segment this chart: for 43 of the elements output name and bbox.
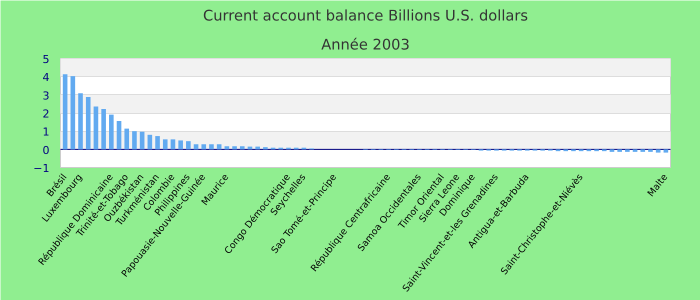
bar	[194, 144, 198, 150]
bar	[648, 149, 653, 152]
bar	[216, 144, 222, 150]
bar	[224, 146, 230, 150]
bar	[148, 134, 152, 150]
bar	[610, 149, 614, 152]
bar	[640, 149, 646, 152]
chart-title: Current account balance Billions U.S. dollars	[202, 8, 528, 24]
y-tick-label: 1	[42, 126, 50, 139]
bar	[70, 76, 76, 150]
bar	[664, 149, 668, 153]
bar	[162, 139, 168, 150]
bar	[248, 146, 252, 150]
y-tick-label: 4	[42, 71, 50, 84]
y-tick-label: 3	[42, 89, 50, 102]
y-tick-label: 0	[42, 144, 50, 157]
bar	[155, 136, 160, 150]
chart-subtitle: Année 2003	[321, 36, 410, 54]
bar	[124, 128, 130, 150]
bar	[209, 144, 214, 150]
bar	[62, 74, 68, 150]
bar	[232, 146, 237, 150]
y-tick-label: −1	[33, 162, 50, 175]
bar	[656, 149, 660, 153]
bar	[116, 120, 122, 150]
bar	[240, 146, 245, 150]
bar	[94, 106, 98, 150]
bar	[632, 149, 638, 152]
y-tick-label: 5	[42, 53, 50, 66]
y-tick-label: 2	[42, 108, 50, 120]
bar	[178, 140, 183, 150]
bar	[86, 97, 91, 150]
bar	[170, 139, 176, 150]
bar	[109, 114, 114, 150]
bar	[78, 93, 83, 150]
bar	[255, 146, 260, 150]
bar	[140, 132, 144, 150]
bar	[625, 149, 630, 152]
bar	[101, 109, 106, 150]
bar	[617, 149, 622, 152]
bar	[132, 131, 137, 150]
bar	[201, 144, 206, 150]
bar	[186, 141, 191, 150]
